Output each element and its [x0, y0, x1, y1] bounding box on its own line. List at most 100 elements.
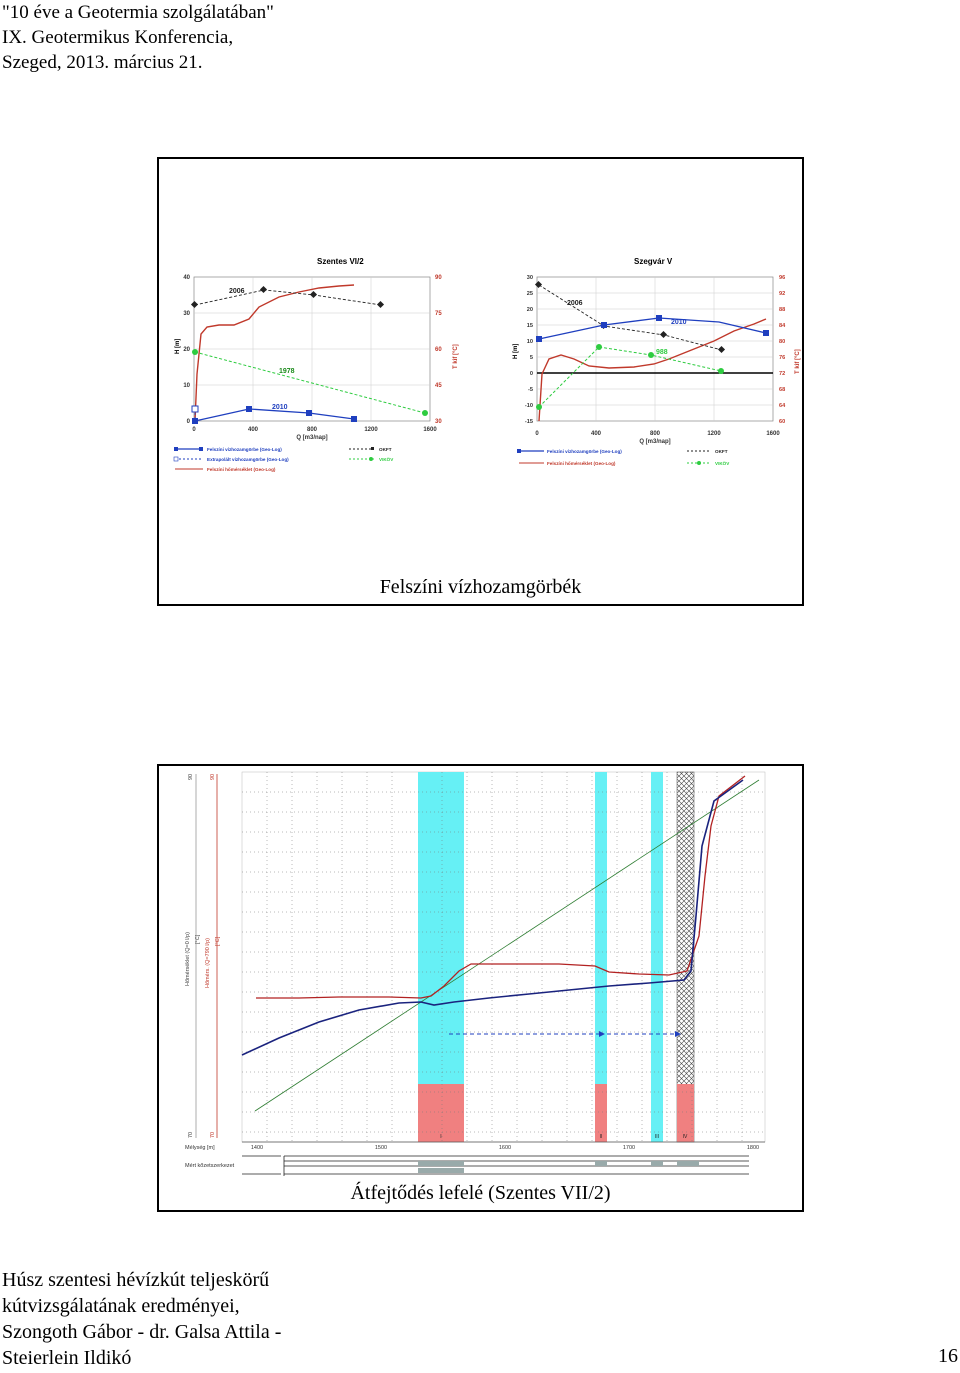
y-right-tick: 84 — [779, 323, 786, 329]
y-right-tick: 76 — [779, 355, 785, 361]
y-right-tick: 60 — [435, 347, 442, 353]
depth-tick: 1600 — [499, 1145, 511, 1151]
depth-tick: 1500 — [375, 1145, 387, 1151]
x-tick: 0 — [192, 427, 196, 433]
y-axis-label: H [m] — [513, 344, 519, 359]
y-right-tick: 30 — [435, 419, 442, 425]
depth-tick: 1700 — [623, 1145, 635, 1151]
zone-label: III — [655, 1134, 659, 1140]
bottom-value: 70 — [210, 1132, 216, 1138]
x-tick: 400 — [591, 431, 602, 437]
page-number: 16 — [938, 1345, 958, 1367]
annotation-2010: 2010 — [671, 319, 687, 326]
y-tick: 10 — [527, 339, 533, 345]
x-tick: 1600 — [423, 427, 437, 433]
y-tick: 5 — [530, 355, 533, 361]
x-tick: 800 — [650, 431, 661, 437]
y-right-tick: 92 — [779, 291, 785, 297]
chart-szegvar: Szegvár V 30 25 20 15 10 5 0 -5 -10 -15 — [513, 257, 801, 466]
header-line-3: Szeged, 2013. március 21. — [2, 52, 203, 73]
y-right-tick: 88 — [779, 307, 785, 313]
chart-szentes: Szentes VI/2 40 30 20 10 0 90 75 60 45 3… — [173, 257, 459, 472]
depth-tick: 1400 — [251, 1145, 263, 1151]
left-axis-label: Hőmérséklet (Q=0 l/p) — [185, 932, 191, 986]
x-tick: 0 — [535, 431, 539, 437]
y-right-tick: 45 — [435, 383, 442, 389]
y-tick: 10 — [183, 383, 190, 389]
unit-label: [°C] — [215, 936, 221, 946]
footer-line-3: Szongoth Gábor - dr. Galsa Attila - — [2, 1321, 282, 1343]
y-right-tick: 90 — [435, 275, 442, 281]
slide-caption: Felszíni vízhozamgörbék — [379, 576, 582, 598]
y-right-tick: 64 — [779, 403, 786, 409]
y-tick: 40 — [183, 275, 190, 281]
legend-item: Felszíni vízhozamgörbe (Geo-Log) — [207, 447, 282, 452]
document-header: "10 éve a Geotermia szolgálatában" IX. G… — [2, 0, 274, 75]
y-right-axis-label: T kif [°C] — [453, 344, 459, 369]
y-tick: 15 — [527, 323, 533, 329]
left-axis-label: Hőmérs. (Q=790 l/p) — [205, 938, 211, 988]
annotation-988: 988 — [656, 349, 668, 356]
document-footer: Húsz szentesi hévízkút teljeskörű kútviz… — [2, 1267, 281, 1371]
x-tick: 400 — [248, 427, 259, 433]
header-line-2: IX. Geotermikus Konferencia, — [2, 27, 234, 48]
annotation-1978: 1978 — [279, 368, 295, 375]
zone-label: I — [440, 1134, 441, 1140]
y-tick: 25 — [527, 291, 533, 297]
legend-item: Extrapolált vízhozamgörbe (Geo-Log) — [207, 457, 289, 462]
depth-tick: 1800 — [747, 1145, 759, 1151]
footer-line-4: Steierlein Ildikó — [2, 1347, 132, 1369]
x-tick: 800 — [307, 427, 318, 433]
x-tick: 1200 — [707, 431, 721, 437]
strip-label: Mért kőzetszerkezet — [185, 1163, 235, 1169]
annotation-2006: 2006 — [229, 288, 245, 295]
footer-line-2: kútvizsgálatának eredményei, — [2, 1295, 240, 1317]
x-axis-label: Q [m3/nap] — [639, 439, 670, 445]
legend-item: VIKÖV — [715, 460, 730, 466]
legend-item: OKFT — [379, 447, 392, 452]
legend-item: Felszíni hőmérséklet (Geo-Log) — [207, 467, 276, 472]
y-tick: 30 — [527, 275, 533, 281]
slide-crossflow-log: 90 90 Hőmérséklet (Q=0 l/p) Hőmérs. (Q=7… — [157, 764, 804, 1212]
legend-item: Felszíni hőmérséklet (Geo-Log) — [547, 461, 616, 466]
y-tick: 0 — [187, 419, 191, 425]
depth-label: Mélység [m] — [185, 1145, 215, 1151]
y-right-tick: 68 — [779, 387, 785, 393]
legend-item: Felszíni vízhozamgörbe (Geo-Log) — [547, 449, 622, 454]
chart-title: Szentes VI/2 — [317, 257, 364, 266]
y-axis-label: H [m] — [175, 339, 181, 354]
legend-item: OKFT — [715, 449, 728, 454]
header-line-1: "10 éve a Geotermia szolgálatában" — [2, 2, 274, 23]
slide-caption: Átfejtődés lefelé (Szentes VII/2) — [350, 1182, 611, 1204]
chart-title: Szegvár V — [634, 257, 673, 266]
x-tick: 1600 — [766, 431, 780, 437]
bottom-value: 70 — [188, 1132, 194, 1138]
top-value: 90 — [210, 774, 216, 780]
zone-label: IV — [683, 1134, 688, 1140]
legend-item: VIKÖV — [379, 456, 394, 462]
zone-label: II — [600, 1134, 603, 1140]
flow-curve-figure: Szentes VI/2 40 30 20 10 0 90 75 60 45 3… — [173, 257, 801, 472]
footer-line-1: Húsz szentesi hévízkút teljeskörű — [2, 1269, 270, 1291]
y-right-tick: 72 — [779, 371, 785, 377]
x-tick: 1200 — [364, 427, 378, 433]
y-right-axis-label: T kif [°C] — [795, 349, 801, 374]
y-tick: -5 — [528, 387, 533, 393]
y-right-tick: 75 — [435, 311, 442, 317]
annotation-2006: 2006 — [567, 300, 583, 307]
top-value: 90 — [188, 774, 194, 780]
y-right-tick: 60 — [779, 419, 785, 425]
y-right-tick: 80 — [779, 339, 785, 345]
y-tick: 20 — [527, 307, 533, 313]
y-right-tick: 96 — [779, 275, 785, 281]
well-log-figure: 90 90 Hőmérséklet (Q=0 l/p) Hőmérs. (Q=7… — [185, 771, 766, 1176]
y-tick: 30 — [183, 311, 190, 317]
y-tick: -15 — [525, 419, 533, 425]
y-tick: -10 — [525, 403, 533, 409]
slide-surface-flow-curves: Szentes VI/2 40 30 20 10 0 90 75 60 45 3… — [157, 157, 804, 606]
y-tick: 20 — [183, 347, 190, 353]
y-tick: 0 — [530, 371, 533, 377]
annotation-2010: 2010 — [272, 404, 288, 411]
unit-label: [°C] — [195, 934, 201, 944]
x-axis-label: Q [m3/nap] — [296, 435, 327, 441]
